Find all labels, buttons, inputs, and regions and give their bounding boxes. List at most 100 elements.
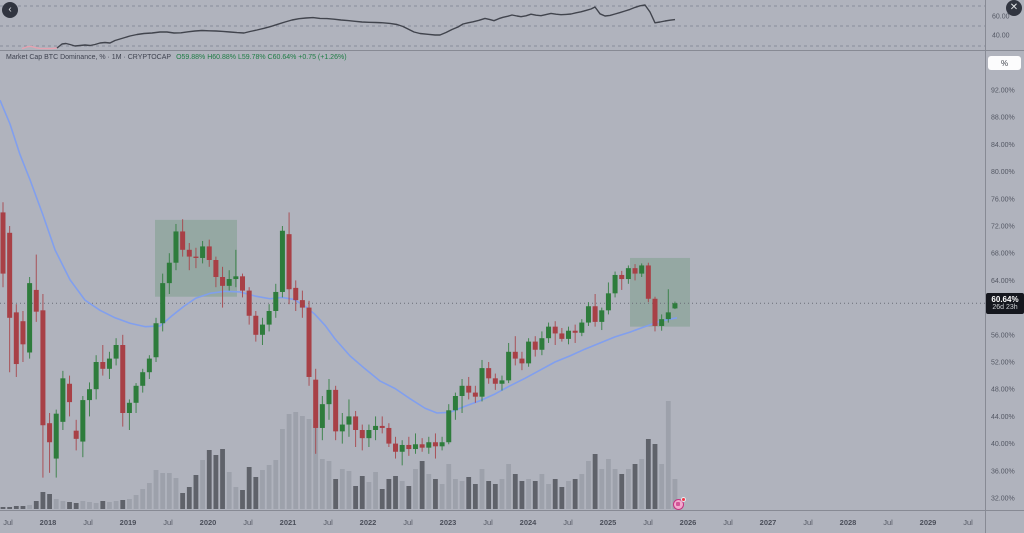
candle — [446, 410, 452, 443]
candle — [585, 306, 591, 323]
price-axis-label: 64.00% — [991, 278, 1015, 285]
candle — [233, 276, 239, 280]
volume-bar — [339, 469, 345, 509]
time-axis-label: Jul — [963, 518, 973, 527]
time-axis-label: 2027 — [760, 518, 777, 527]
candle — [466, 385, 472, 393]
candle — [126, 402, 132, 413]
volume-bar — [133, 495, 139, 509]
time-axis-label: 2029 — [920, 518, 937, 527]
candle — [652, 298, 658, 326]
candle — [200, 246, 206, 258]
volume-bar — [127, 499, 132, 509]
candle — [7, 232, 13, 318]
volume-bar — [446, 464, 452, 509]
volume-bar — [472, 484, 478, 509]
volume-bar — [459, 481, 465, 509]
candle — [632, 268, 638, 274]
candle — [67, 383, 73, 403]
volume-bar — [433, 479, 438, 509]
volume-bar — [220, 449, 225, 509]
volume-bar — [599, 469, 605, 509]
time-axis-label: 2019 — [120, 518, 137, 527]
volume-bar — [280, 429, 285, 509]
volume-bar — [87, 502, 92, 509]
volume-bar — [120, 500, 126, 509]
event-marker-icon[interactable] — [673, 497, 686, 510]
volume-bar — [379, 489, 385, 509]
volume-bar — [7, 507, 13, 509]
price-badge: 60.64% 26d 23h — [986, 293, 1024, 314]
candle — [306, 307, 312, 377]
candle — [546, 326, 552, 339]
candle — [526, 341, 532, 364]
time-axis-label: Jul — [483, 518, 493, 527]
volume-bar — [479, 469, 485, 509]
candle — [53, 413, 59, 459]
close-button[interactable]: ✕ — [1006, 0, 1022, 16]
price-axis-label: 76.00% — [991, 196, 1015, 203]
price-axis-label: 48.00% — [991, 387, 1015, 394]
volume-bar — [619, 474, 625, 509]
volume-bar — [253, 477, 259, 509]
volume-bar — [499, 479, 505, 509]
time-axis-label: Jul — [563, 518, 573, 527]
candle — [20, 321, 26, 345]
candle — [40, 310, 46, 426]
candle — [459, 385, 465, 396]
price-axis-label: 40.00% — [991, 441, 1015, 448]
candle — [299, 300, 305, 308]
time-axis-label: 2024 — [520, 518, 538, 527]
volume-bar — [153, 470, 159, 509]
candle — [13, 312, 19, 365]
volume-bar — [639, 459, 645, 509]
volume-bar — [659, 464, 665, 509]
price-axis-label: 80.00% — [991, 169, 1015, 176]
volume-bar — [186, 487, 192, 509]
price-axis-label: 68.00% — [991, 251, 1015, 258]
volume-bar — [93, 503, 99, 509]
volume-bar — [492, 484, 498, 509]
price-axis[interactable]: 92.00% 88.00% 84.00% 80.00% 76.00% 72.00% 68.0… — [991, 88, 1015, 503]
volume-bar — [60, 501, 66, 509]
volume-bar — [566, 481, 571, 509]
volume-bar — [80, 501, 86, 509]
time-axis-label: 2018 — [40, 518, 57, 527]
candle — [393, 443, 399, 452]
volume-bar — [413, 469, 418, 509]
candle — [333, 389, 339, 432]
price-axis-label: 84.00% — [991, 142, 1015, 149]
percent-unit-button[interactable]: % — [988, 56, 1021, 70]
volume-bar — [592, 454, 598, 509]
candle — [240, 276, 246, 291]
candle — [220, 277, 226, 286]
volume-bar — [572, 479, 578, 509]
scroll-left-button[interactable]: ‹ — [2, 2, 18, 18]
volume-bar — [0, 507, 6, 509]
chart-legend: Market Cap BTC Dominance, % · 1M · CRYPT… — [6, 53, 347, 62]
volume-bar — [319, 459, 325, 509]
dominance-line-early — [21, 45, 58, 50]
volume-bar — [419, 461, 425, 509]
candle — [246, 290, 252, 316]
volume-bar — [299, 416, 305, 509]
candle — [73, 430, 79, 439]
volume-bar — [33, 501, 39, 509]
volume-bar — [333, 479, 339, 509]
volume-bar — [47, 494, 52, 509]
candle — [665, 312, 671, 320]
candle — [406, 444, 412, 450]
time-axis-label: Jul — [323, 518, 333, 527]
price-axis-label: 92.00% — [991, 88, 1015, 95]
candle — [619, 274, 625, 280]
candle — [373, 425, 379, 430]
volume-bar — [406, 486, 412, 509]
symbol-title[interactable]: Market Cap BTC Dominance, % · 1M · CRYPT… — [6, 54, 172, 61]
volume-bar — [233, 487, 239, 509]
volume-bar — [386, 479, 392, 509]
event-marker-glyph — [676, 502, 680, 506]
time-axis[interactable]: Jul 2018 Jul 2019 Jul 2020 Jul 2021 Jul 2022 Jul 20… — [3, 518, 973, 527]
candle — [412, 444, 418, 450]
time-axis-label: Jul — [243, 518, 253, 527]
